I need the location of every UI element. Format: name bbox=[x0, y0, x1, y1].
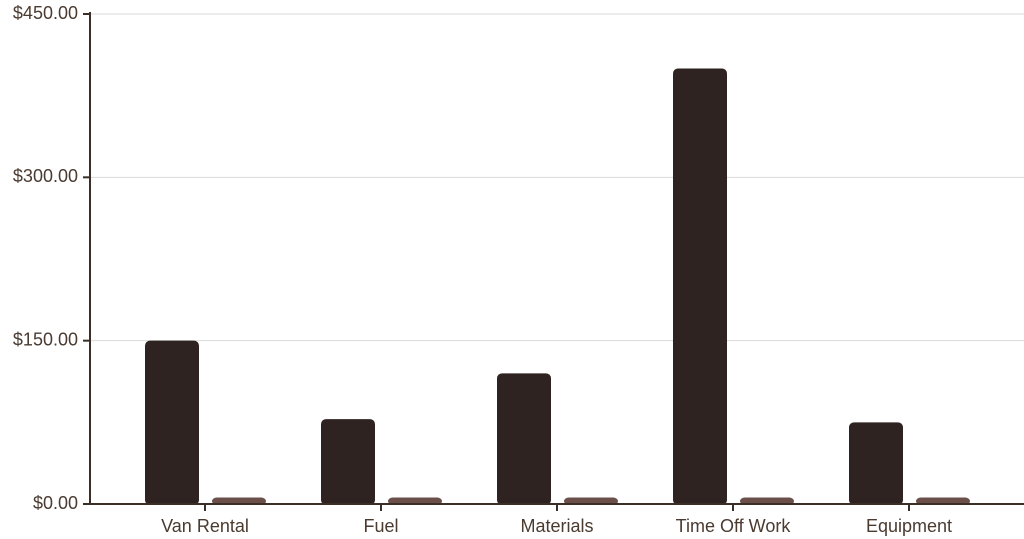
bar bbox=[673, 68, 727, 505]
bar bbox=[145, 340, 199, 505]
y-tick-label: $300.00 bbox=[13, 166, 78, 186]
y-tick-label: $150.00 bbox=[13, 329, 78, 349]
x-tick-label: Fuel bbox=[363, 516, 398, 536]
bar bbox=[321, 419, 375, 505]
x-tick-label: Materials bbox=[520, 516, 593, 536]
x-tick-label: Equipment bbox=[866, 516, 952, 536]
x-tick-label: Van Rental bbox=[161, 516, 249, 536]
y-tick-label: $450.00 bbox=[13, 3, 78, 23]
bar bbox=[849, 422, 903, 505]
bar bbox=[497, 373, 551, 505]
x-tick-label: Time Off Work bbox=[676, 516, 792, 536]
y-tick-label: $0.00 bbox=[33, 493, 78, 513]
